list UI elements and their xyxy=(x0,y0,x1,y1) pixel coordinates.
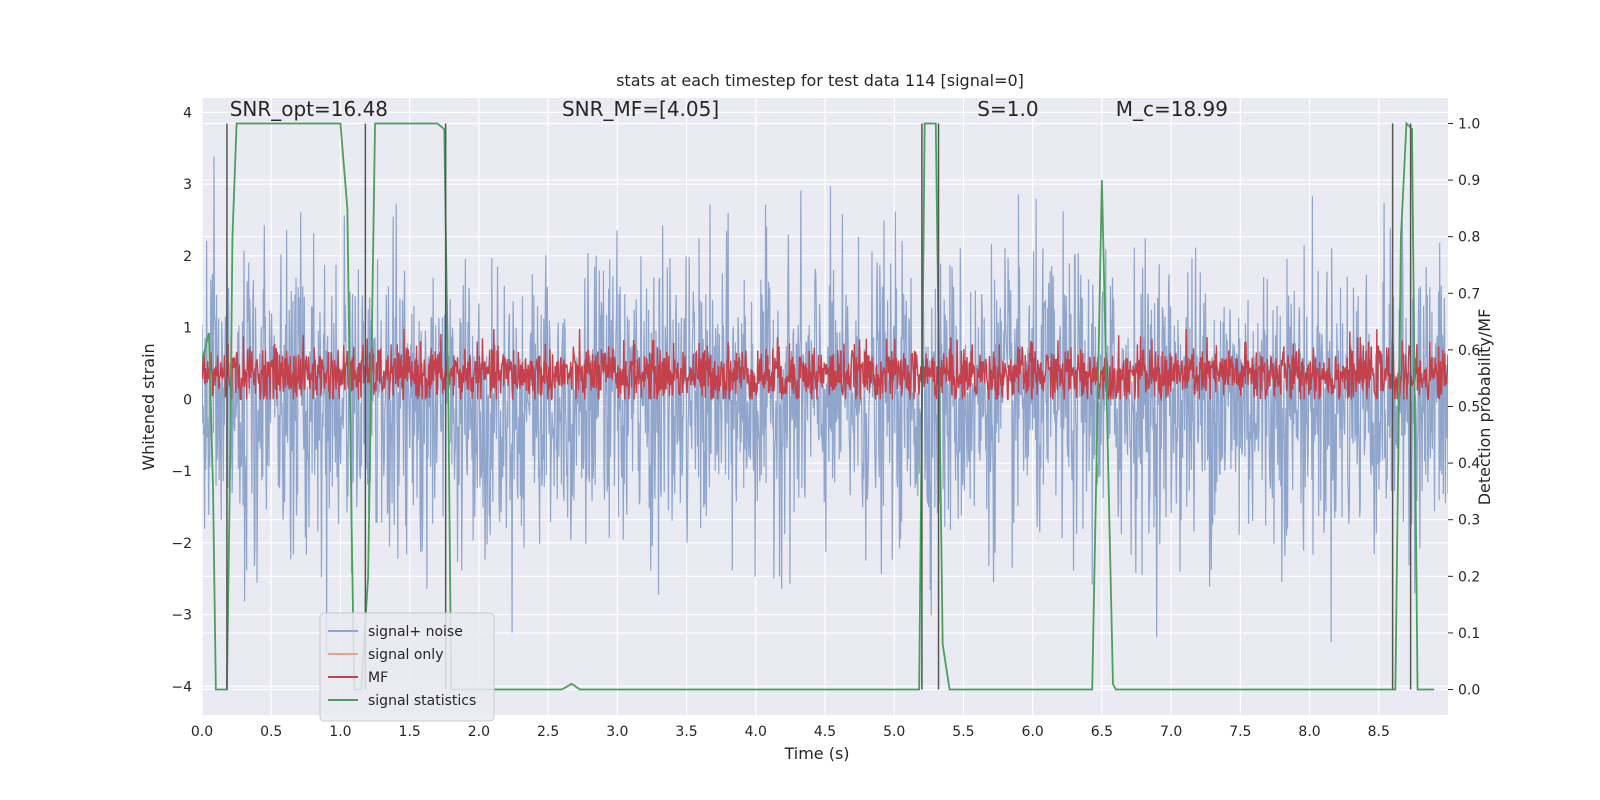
y-tick-label: −1 xyxy=(171,464,192,480)
legend-label: MF xyxy=(368,670,388,686)
x-tick-label: 8.5 xyxy=(1368,724,1390,740)
plot-series xyxy=(202,121,1448,691)
right-tick-label: 0.4 xyxy=(1458,456,1480,472)
legend-label: signal+ noise xyxy=(368,624,463,640)
x-tick-label: 3.5 xyxy=(675,724,697,740)
x-tick-label: 7.5 xyxy=(1229,724,1251,740)
right-axis-label: Detection probability/MF xyxy=(1475,309,1494,506)
x-tick-label: 5.0 xyxy=(883,724,905,740)
y-tick-label: 0 xyxy=(183,392,192,408)
right-tick-label: 0.9 xyxy=(1458,173,1480,189)
annotation-snr-mf: SNR_MF=[4.05] xyxy=(562,97,719,121)
legend-box xyxy=(319,612,495,722)
x-tick-label: 7.0 xyxy=(1160,724,1182,740)
right-tick-label: 0.0 xyxy=(1458,683,1480,699)
x-tick-label: 1.0 xyxy=(329,724,351,740)
chart-title: stats at each timestep for test data 114… xyxy=(616,71,1024,90)
right-tick-label: 0.2 xyxy=(1458,569,1480,585)
right-tick-label: 0.7 xyxy=(1458,286,1480,302)
annotations: SNR_opt=16.48 SNR_MF=[4.05] S=1.0 M_c=18.99 xyxy=(230,97,1228,121)
right-tick-label: 0.5 xyxy=(1458,400,1480,416)
y-tick-label: −2 xyxy=(171,536,192,552)
x-axis-label: Time (s) xyxy=(783,744,849,763)
x-tick-label: 8.0 xyxy=(1298,724,1320,740)
right-axis-ticks: 0.0 0.1 0.2 0.3 0.4 0.5 0.6 0.7 0.8 0.9 1.0 xyxy=(1448,116,1480,699)
x-tick-label: 4.0 xyxy=(745,724,767,740)
right-tick-label: 0.8 xyxy=(1458,230,1480,246)
x-tick-label: 1.5 xyxy=(399,724,421,740)
x-tick-label: 6.0 xyxy=(1022,724,1044,740)
x-tick-label: 6.5 xyxy=(1091,724,1113,740)
x-axis-ticks: 0.0 0.5 1.0 1.5 2.0 2.5 3.0 3.5 4.0 4.5 5.0 5.5 6.0 6… xyxy=(191,724,1390,740)
y-tick-label: 1 xyxy=(183,321,192,337)
legend-label: signal statistics xyxy=(368,693,476,709)
series-mf xyxy=(202,329,1448,402)
right-tick-label: 0.6 xyxy=(1458,343,1480,359)
y-tick-label: 4 xyxy=(183,105,192,121)
right-tick-label: 0.1 xyxy=(1458,626,1480,642)
annotation-snr-opt: SNR_opt=16.48 xyxy=(230,97,388,121)
x-tick-label: 3.0 xyxy=(606,724,628,740)
annotation-mc: M_c=18.99 xyxy=(1116,97,1228,121)
x-tick-label: 0.5 xyxy=(260,724,282,740)
series-signal-statistics xyxy=(202,121,1435,691)
legend: signal+ noise signal only MF signal statist… xyxy=(319,612,495,722)
annotation-s: S=1.0 xyxy=(977,97,1038,121)
x-tick-label: 2.0 xyxy=(468,724,490,740)
right-tick-label: 0.3 xyxy=(1458,513,1480,529)
x-tick-label: 4.5 xyxy=(814,724,836,740)
y-tick-label: 3 xyxy=(183,177,192,193)
legend-label: signal only xyxy=(368,647,443,663)
right-tick-label: 1.0 xyxy=(1458,116,1480,132)
y-tick-label: −4 xyxy=(171,679,192,695)
y-axis-ticks: −4 −3 −2 −1 0 1 2 3 4 xyxy=(171,105,192,695)
y-tick-label: 2 xyxy=(183,249,192,265)
x-tick-label: 0.0 xyxy=(191,724,213,740)
y-axis-label: Whitened strain xyxy=(139,343,158,470)
x-tick-label: 5.5 xyxy=(952,724,974,740)
series-signal-noise xyxy=(202,156,1448,654)
y-tick-label: −3 xyxy=(171,608,192,624)
x-tick-label: 2.5 xyxy=(537,724,559,740)
